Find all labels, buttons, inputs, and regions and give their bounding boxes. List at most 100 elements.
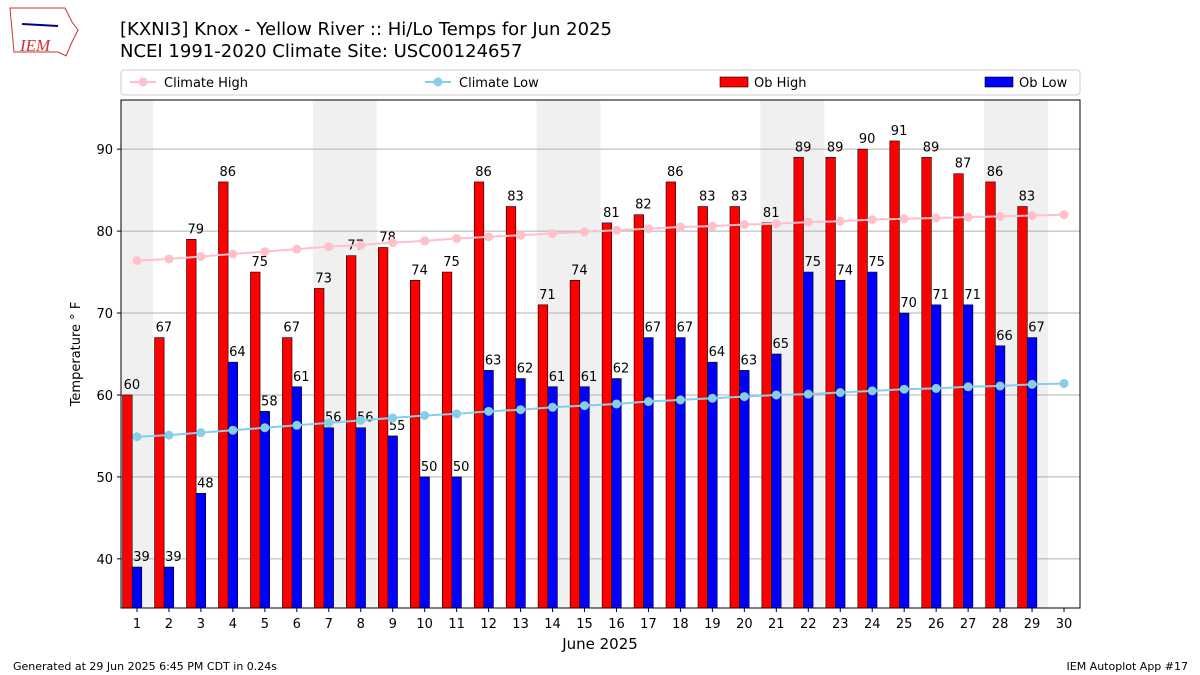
x-tick-label: 21	[768, 617, 785, 632]
bar	[867, 271, 878, 609]
series-marker	[388, 238, 398, 248]
data-label: 89	[795, 140, 812, 155]
bar	[419, 476, 430, 609]
series-marker	[548, 402, 558, 412]
bar	[803, 271, 814, 609]
series-marker	[963, 212, 973, 222]
series-marker	[963, 382, 973, 392]
bar	[473, 181, 485, 609]
bar	[355, 427, 366, 609]
data-label: 89	[827, 140, 844, 155]
bar	[346, 255, 357, 609]
data-label: 71	[539, 288, 556, 303]
data-label: 86	[667, 165, 684, 180]
x-tick-label: 29	[1024, 617, 1041, 632]
series-marker	[899, 214, 909, 224]
bar	[899, 312, 910, 609]
y-tick-label: 40	[96, 553, 113, 568]
bar	[195, 492, 207, 609]
logo: IEM	[9, 7, 79, 57]
x-tick-label: 4	[229, 617, 237, 632]
x-tick-label: 14	[544, 617, 561, 632]
series-marker	[931, 383, 941, 393]
series-marker	[771, 219, 781, 229]
bar	[250, 271, 261, 609]
data-label: 74	[836, 263, 853, 278]
chart-subtitle: NCEI 1991-2020 Climate Site: USC00124657	[120, 41, 522, 62]
data-label: 91	[891, 124, 908, 139]
bar	[186, 238, 197, 609]
data-label: 63	[485, 353, 502, 368]
bar	[505, 206, 517, 609]
bar	[537, 304, 549, 609]
x-tick-label: 12	[480, 617, 497, 632]
bar	[889, 140, 900, 609]
chart-title: [KXNI3] Knox - Yellow River :: Hi/Lo Tem…	[120, 19, 612, 40]
x-tick-label: 30	[1056, 617, 1073, 632]
series-marker	[995, 381, 1005, 391]
x-tick-label: 16	[608, 617, 625, 632]
data-label: 89	[923, 140, 940, 155]
logo-shape	[9, 7, 79, 57]
data-label: 83	[699, 190, 716, 205]
bar	[953, 173, 964, 609]
series-marker	[324, 418, 334, 428]
data-label: 74	[411, 263, 428, 278]
series-marker	[516, 405, 526, 415]
data-label: 74	[571, 263, 588, 278]
data-label: 64	[709, 345, 726, 360]
bar	[122, 394, 133, 609]
x-tick-label: 3	[197, 617, 205, 632]
data-label: 67	[677, 321, 694, 336]
footer-right: IEM Autoplot App #17	[1067, 660, 1189, 673]
data-label: 65	[773, 337, 790, 352]
data-label: 81	[763, 206, 780, 221]
x-tick-label: 25	[896, 617, 913, 632]
bar	[259, 411, 270, 609]
series-marker	[675, 222, 685, 232]
data-label: 62	[517, 362, 534, 377]
series-marker	[611, 399, 621, 409]
series-marker	[867, 386, 877, 396]
series-marker	[771, 390, 781, 400]
series-marker	[388, 413, 398, 423]
bar	[409, 279, 421, 609]
legend-marker	[138, 77, 148, 87]
series-marker	[196, 428, 206, 438]
data-label: 81	[603, 206, 620, 221]
bar	[761, 222, 772, 609]
data-label: 60	[124, 378, 141, 393]
data-label: 62	[613, 362, 630, 377]
data-label: 67	[645, 321, 662, 336]
series-marker	[292, 244, 302, 254]
bar	[227, 361, 238, 609]
series-marker	[228, 249, 238, 259]
series-marker	[356, 240, 366, 250]
data-label: 79	[188, 222, 205, 237]
y-tick-label: 70	[96, 307, 113, 322]
series-marker	[324, 242, 334, 252]
data-label: 71	[932, 288, 949, 303]
data-label: 63	[741, 353, 758, 368]
data-label: 50	[453, 460, 470, 475]
data-label: 55	[389, 419, 406, 434]
series-marker	[931, 213, 941, 223]
bar	[793, 157, 804, 609]
bar	[163, 566, 175, 609]
bar	[1026, 337, 1038, 609]
bar	[569, 279, 581, 609]
bar	[547, 386, 558, 609]
series-marker	[452, 233, 462, 243]
legend-label: Ob High	[754, 76, 807, 91]
data-label: 75	[804, 255, 821, 270]
series-marker	[803, 217, 813, 227]
series-marker	[643, 224, 653, 234]
series-marker	[484, 406, 494, 416]
x-tick-label: 15	[576, 617, 593, 632]
plot-frame	[120, 99, 1081, 609]
x-tick-label: 20	[736, 617, 753, 632]
bar	[697, 206, 708, 609]
bar	[921, 157, 932, 609]
legend-marker	[433, 77, 443, 87]
data-label: 58	[261, 394, 278, 409]
